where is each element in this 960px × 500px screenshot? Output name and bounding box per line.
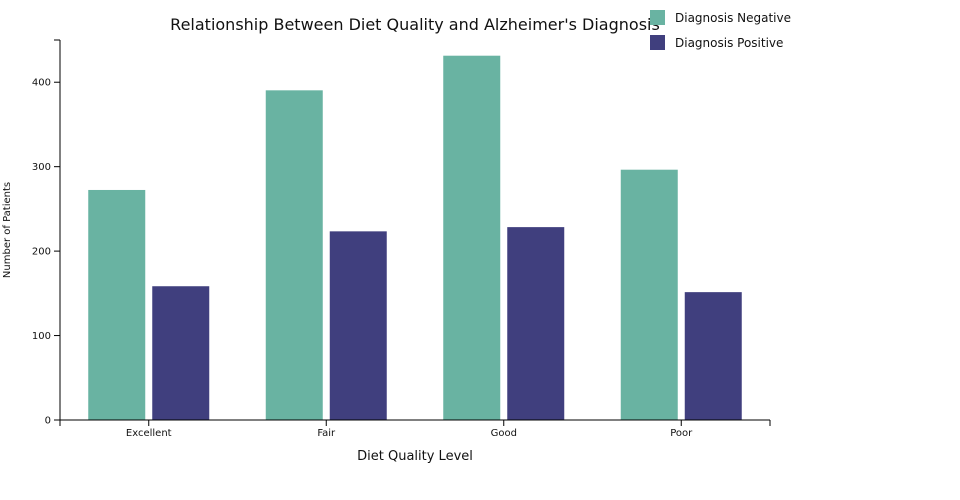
x-axis: Excellent Fair Good Poor <box>59 419 771 439</box>
legend-swatch-positive <box>650 35 665 50</box>
legend: Diagnosis Negative Diagnosis Positive <box>650 10 791 50</box>
bar-positive-poor <box>683 291 743 421</box>
y-axis: 0 100 200 300 400 <box>32 39 61 427</box>
x-tick-label-fair: Fair <box>317 428 336 439</box>
y-tick-label: 200 <box>32 247 51 258</box>
bar-negative-excellent <box>87 188 147 421</box>
bar-positive-good <box>506 226 566 421</box>
legend-label-positive: Diagnosis Positive <box>675 36 783 50</box>
bar-positive-fair <box>328 230 388 421</box>
y-tick-label: 300 <box>32 162 51 173</box>
bar-negative-good <box>442 54 502 421</box>
y-tick-label: 0 <box>45 416 51 427</box>
bar-positive-excellent <box>151 285 211 421</box>
x-tick-label-good: Good <box>491 428 517 439</box>
y-axis-title: Number of Patients <box>2 182 13 278</box>
x-tick-label-poor: Poor <box>670 428 693 439</box>
legend-swatch-negative <box>650 10 665 25</box>
x-axis-title: Diet Quality Level <box>357 449 473 464</box>
legend-label-negative: Diagnosis Negative <box>675 11 791 25</box>
chart-title: Relationship Between Diet Quality and Al… <box>170 15 660 34</box>
bar-negative-poor <box>619 168 679 421</box>
x-tick-label-excellent: Excellent <box>126 428 172 439</box>
y-tick-label: 100 <box>32 331 51 342</box>
bar-negative-fair <box>264 89 324 421</box>
y-tick-label: 400 <box>32 78 51 89</box>
bars-group <box>87 54 743 421</box>
